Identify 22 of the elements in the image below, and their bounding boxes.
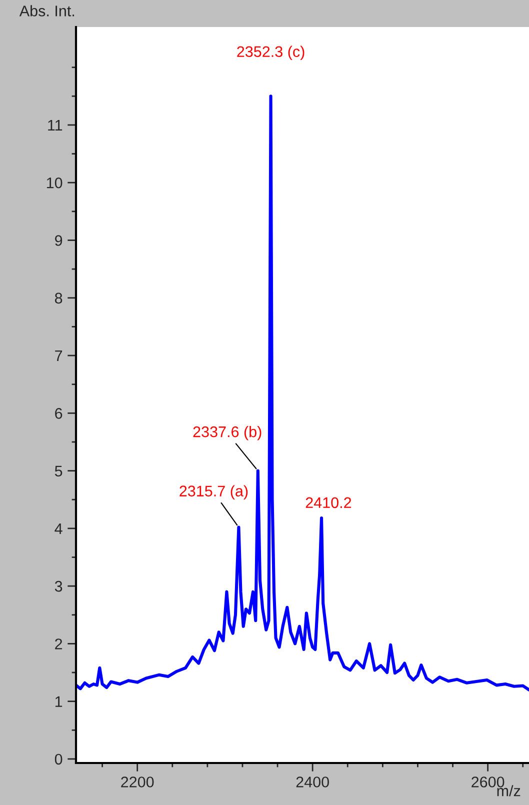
y-tick-label: 1 xyxy=(55,696,62,707)
x-tick-label: 2600 xyxy=(472,776,504,788)
y-tick-label: 7 xyxy=(55,350,62,362)
y-tick-label: 0 xyxy=(54,754,62,765)
annotation: 2410.2 xyxy=(306,497,352,508)
line-series xyxy=(76,94,529,692)
x-tick-label: 2400 xyxy=(296,776,329,788)
y-tick-label: 9 xyxy=(55,235,62,246)
y-tick-label: 3 xyxy=(54,580,62,592)
y-tick-label: 11 xyxy=(48,120,62,131)
y-tick-label: 10 xyxy=(46,177,62,188)
y-tick-label: 8 xyxy=(54,292,62,304)
y-tick-label: 6 xyxy=(55,408,62,419)
annotation: 2352.3 (c) xyxy=(237,46,304,60)
y-tick-label: 2 xyxy=(55,638,62,650)
x-axis-title: m/z xyxy=(497,785,520,796)
annotation: 2315.7 (a) xyxy=(180,485,248,500)
y-tick-label: 4 xyxy=(54,523,62,534)
x-tick-label: 2200 xyxy=(121,776,154,788)
y-tick-label: 5 xyxy=(54,466,62,476)
annotation: 2337.6 (b) xyxy=(193,426,262,440)
y-axis-title: Abs. Int. xyxy=(19,5,74,16)
